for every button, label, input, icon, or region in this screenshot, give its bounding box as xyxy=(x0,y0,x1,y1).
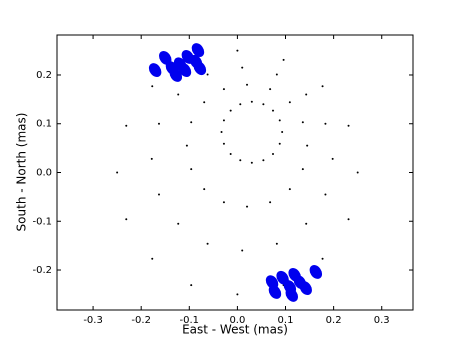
model-point xyxy=(185,144,188,147)
model-point xyxy=(222,201,225,204)
model-point xyxy=(288,101,291,104)
model-point xyxy=(305,93,308,96)
observation-point xyxy=(268,285,282,299)
x-tick-label: -0.2 xyxy=(131,315,151,326)
observation-point xyxy=(191,43,205,58)
model-point xyxy=(347,124,350,127)
model-point xyxy=(150,157,153,160)
model-point xyxy=(177,93,180,96)
model-point xyxy=(331,157,334,160)
x-tick-label: 0.3 xyxy=(374,315,390,326)
model-point xyxy=(157,193,160,196)
model-point xyxy=(229,152,232,155)
observation-point xyxy=(309,265,323,279)
model-point xyxy=(282,58,285,61)
model-point xyxy=(250,100,253,103)
model-point xyxy=(222,142,225,145)
model-point xyxy=(229,109,232,112)
model-point xyxy=(305,222,308,225)
model-point xyxy=(220,131,223,134)
model-point xyxy=(239,159,242,162)
y-tick-label: -0.2 xyxy=(32,265,52,276)
model-point xyxy=(288,188,291,191)
observation-point xyxy=(193,61,207,76)
observation-point xyxy=(299,281,312,295)
model-point xyxy=(321,85,324,88)
model-point xyxy=(347,218,350,221)
model-point xyxy=(222,88,225,91)
model-point xyxy=(262,103,265,106)
model-point xyxy=(206,73,209,76)
model-point xyxy=(272,109,275,112)
model-point xyxy=(116,171,119,174)
model-point xyxy=(301,121,304,124)
model-point xyxy=(151,257,154,260)
model-point xyxy=(125,124,128,127)
model-point xyxy=(356,171,359,174)
model-point xyxy=(151,85,154,88)
observation-point xyxy=(148,63,162,78)
model-point xyxy=(324,193,327,196)
model-point xyxy=(236,49,239,52)
model-point xyxy=(324,122,327,125)
model-point xyxy=(246,83,249,86)
model-point xyxy=(125,218,128,221)
model-point xyxy=(272,152,275,155)
model-point xyxy=(281,131,284,134)
model-point xyxy=(250,161,253,164)
y-tick-label: 0.2 xyxy=(36,70,52,81)
model-point xyxy=(275,73,278,76)
y-tick-label: -0.1 xyxy=(32,216,52,227)
model-point xyxy=(262,159,265,162)
observation-point xyxy=(285,287,299,302)
model-point xyxy=(246,205,249,208)
model-point xyxy=(236,293,239,296)
model-point xyxy=(278,119,281,122)
model-point xyxy=(306,144,309,147)
observation-point xyxy=(169,68,183,82)
model-point xyxy=(241,249,244,252)
y-tick-label: 0.1 xyxy=(36,119,52,130)
x-tick-label: 0.1 xyxy=(278,315,294,326)
model-point xyxy=(190,168,193,171)
x-tick-label: -0.1 xyxy=(180,315,200,326)
model-point xyxy=(321,257,324,260)
y-axis-label: South - North (mas) xyxy=(15,113,29,232)
model-point xyxy=(301,168,304,171)
model-point xyxy=(203,101,206,104)
model-point xyxy=(269,88,272,91)
y-tick-label: 0.0 xyxy=(36,168,52,179)
model-point xyxy=(157,122,160,125)
model-point xyxy=(241,66,244,69)
x-tick-label: 0.2 xyxy=(326,315,342,326)
x-tick-label: 0.0 xyxy=(229,315,245,326)
model-point xyxy=(203,188,206,191)
model-point xyxy=(190,284,193,287)
model-point xyxy=(177,222,180,225)
model-point xyxy=(278,142,281,145)
x-tick-label: -0.3 xyxy=(83,315,103,326)
model-point xyxy=(206,242,209,245)
model-point xyxy=(239,103,242,106)
model-point xyxy=(190,121,193,124)
model-point xyxy=(222,119,225,122)
model-point xyxy=(275,242,278,245)
x-axis-label: East - West (mas) xyxy=(182,323,288,337)
plot-area xyxy=(56,34,414,311)
model-point xyxy=(269,201,272,204)
